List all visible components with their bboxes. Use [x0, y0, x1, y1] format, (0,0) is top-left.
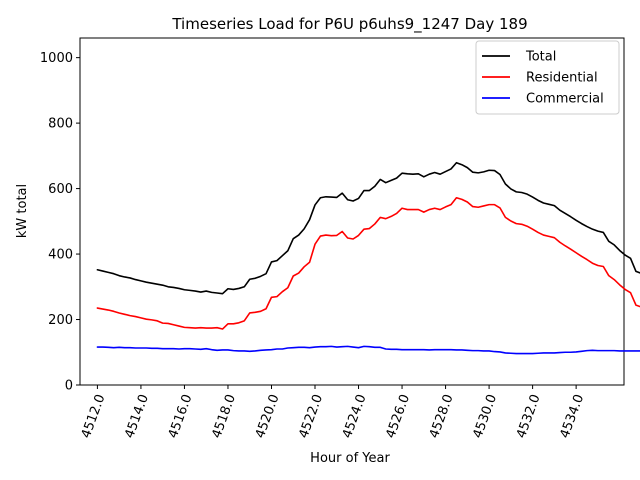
- series-line-total: [96, 161, 640, 295]
- series-layer: [96, 161, 640, 355]
- y-axis-label: kW total: [15, 184, 30, 238]
- x-axis-label: Hour of Year: [310, 451, 390, 466]
- x-tick-label: 4512.0: [79, 392, 109, 440]
- series-line-residential: [96, 196, 640, 330]
- x-tick-label: 4524.0: [340, 392, 370, 440]
- legend-label-residential: Residential: [526, 71, 598, 86]
- x-tick-label: 4522.0: [296, 392, 326, 440]
- x-tick-label: 4518.0: [209, 392, 239, 440]
- legend-label-commercial: Commercial: [526, 92, 604, 107]
- series-line-commercial: [96, 345, 640, 355]
- legend-box: [475, 40, 620, 115]
- x-tick-label: 4534.0: [558, 392, 588, 440]
- plot-area-frame: [79, 37, 625, 386]
- legend-label-total: Total: [525, 50, 556, 65]
- y-tick-label: 800: [48, 117, 73, 132]
- y-tick-label: 1000: [40, 51, 73, 66]
- legend: Total Residential Commercial: [475, 40, 620, 115]
- chart-title: Timeseries Load for P6U p6uhs9_1247 Day …: [171, 15, 527, 34]
- x-tick-label: 4514.0: [122, 392, 152, 440]
- x-tick-label: 4532.0: [514, 392, 544, 440]
- x-tick-label: 4516.0: [166, 392, 196, 440]
- x-axis: 4512.0 4514.0 4516.0 4518.0 4520.0 4522.0 4524…: [79, 385, 587, 440]
- x-tick-label: 4526.0: [383, 392, 413, 440]
- y-tick-label: 200: [48, 313, 73, 328]
- x-tick-label: 4528.0: [427, 392, 457, 440]
- y-tick-label: 600: [48, 182, 73, 197]
- y-axis: 0 200 400 600 800 1000: [40, 51, 80, 394]
- x-tick-label: 4520.0: [253, 392, 283, 440]
- x-tick-label: 4530.0: [470, 392, 500, 440]
- y-tick-label: 0: [65, 379, 73, 394]
- y-tick-label: 400: [48, 248, 73, 263]
